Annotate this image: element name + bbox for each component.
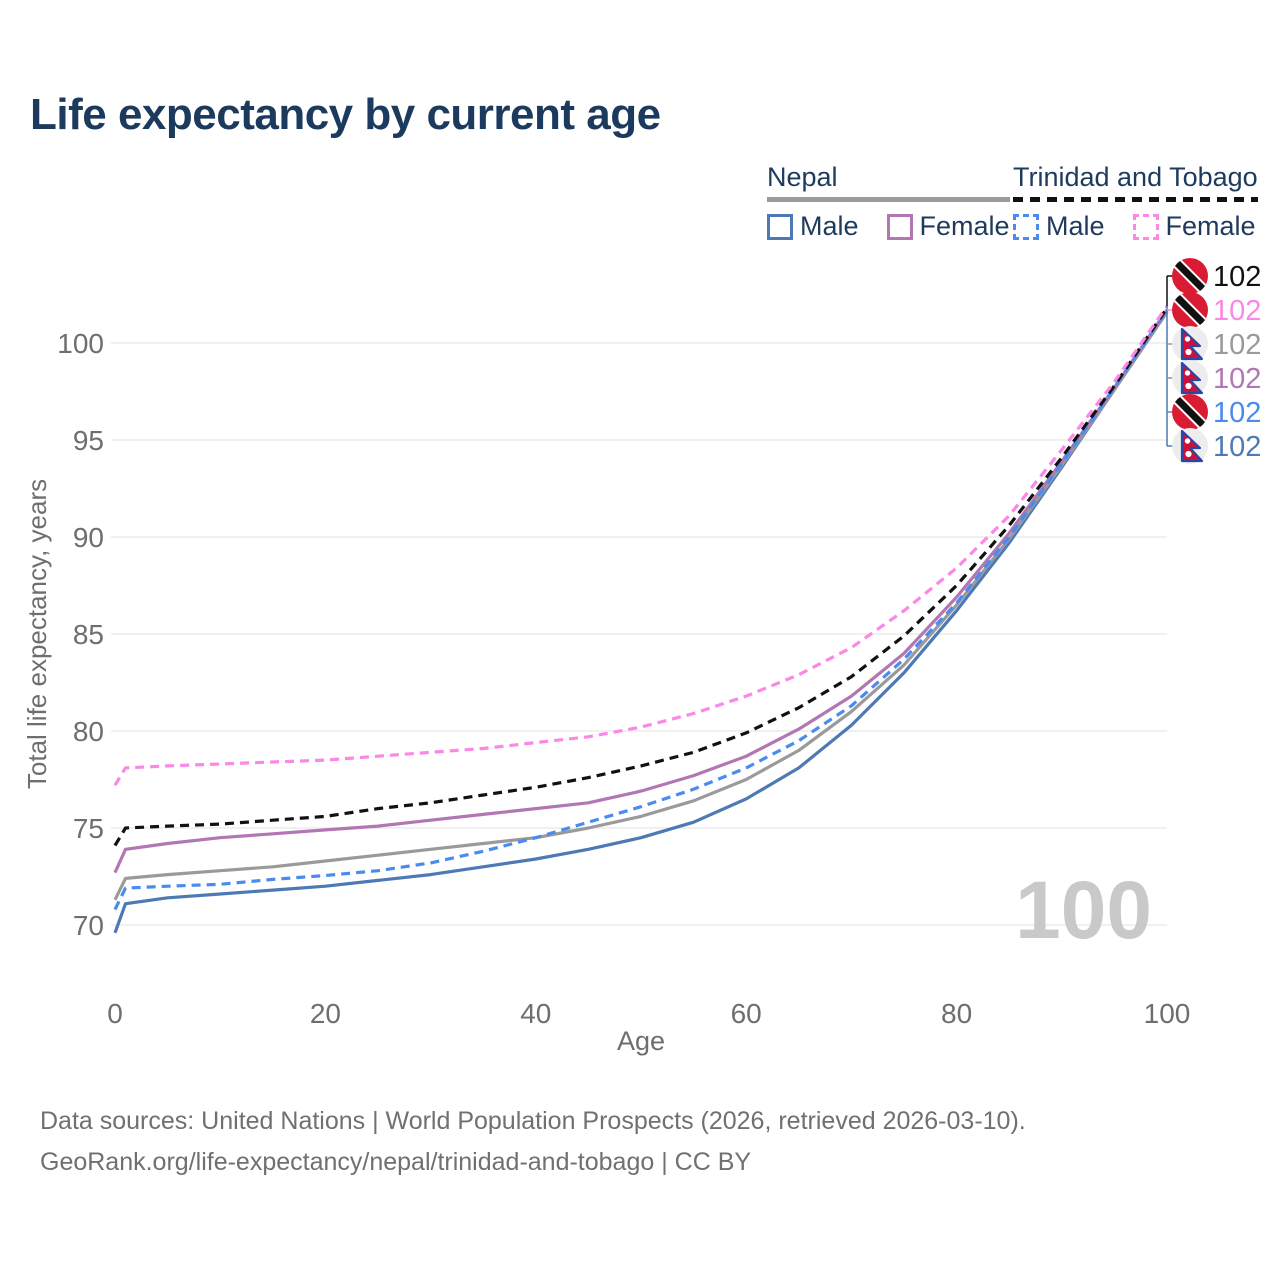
y-tick-label: 75 <box>73 813 104 844</box>
x-tick-label: 60 <box>731 998 762 1029</box>
legend-item-label: Female <box>1165 211 1256 241</box>
footer-data-sources: Data sources: United Nations | World Pop… <box>40 1107 1026 1135</box>
legend-item-nepal-female[interactable]: Female <box>886 211 1010 242</box>
end-label-nepal-male: 102 <box>1213 431 1261 463</box>
legend-item-tt-male[interactable]: Male <box>1013 211 1105 242</box>
x-tick-label: 80 <box>941 998 972 1029</box>
series-line-tt-all[interactable] <box>113 307 1169 847</box>
legend-group-nepal: Nepal Male Female <box>767 162 1010 242</box>
chart-title: Life expectancy by current age <box>30 90 661 139</box>
end-label-nepal-all: 102 <box>1213 329 1261 361</box>
y-axis-title: Total life expectancy, years <box>22 479 52 789</box>
legend-swatch-nepal-male <box>767 213 793 240</box>
y-tick-label: 95 <box>73 425 104 456</box>
legend-country-nepal[interactable]: Nepal <box>767 162 1010 202</box>
end-label-nepal-female: 102 <box>1213 363 1261 395</box>
y-tick-label: 70 <box>73 910 104 941</box>
end-label-tt-male: 102 <box>1213 397 1261 429</box>
series-line-tt-female[interactable] <box>113 305 1169 787</box>
series-line-nepal-all[interactable] <box>113 311 1169 901</box>
y-tick-label: 100 <box>57 328 104 359</box>
legend-group-trinidad-and-tobago: Trinidad and Tobago Male Female <box>1013 162 1258 242</box>
legend-swatch-nepal-female <box>886 213 913 240</box>
footer: Data sources: United Nations | World Pop… <box>40 1101 1026 1183</box>
legend-country-label-trinidad-and-tobago: Trinidad and Tobago <box>1013 162 1258 192</box>
end-label-tt-female: 102 <box>1213 295 1261 327</box>
flag-icon-trinidad-and-tobago <box>1172 292 1208 328</box>
legend-item-label: Female <box>919 211 1010 241</box>
age-watermark: 100 <box>1015 865 1152 956</box>
legend-country-trinidad-and-tobago[interactable]: Trinidad and Tobago <box>1013 162 1258 202</box>
end-label-tt-all: 102 <box>1213 261 1261 293</box>
legend-swatch-tt-male <box>1013 213 1039 240</box>
y-tick-label: 80 <box>73 716 104 747</box>
y-tick-label: 85 <box>73 619 104 650</box>
legend-country-label-nepal: Nepal <box>767 162 838 192</box>
legend-items-nepal: Male Female <box>767 211 1010 242</box>
flag-icon-nepal <box>1172 360 1208 396</box>
legend-item-label: Male <box>1046 211 1105 241</box>
flag-icon-nepal <box>1172 326 1208 362</box>
x-axis-title: Age <box>617 1026 665 1056</box>
legend-swatch-tt-female <box>1132 213 1159 240</box>
flag-icon-nepal <box>1172 428 1208 464</box>
legend-item-nepal-male[interactable]: Male <box>767 211 859 242</box>
y-tick-label: 90 <box>73 522 104 553</box>
flag-icon-trinidad-and-tobago <box>1172 258 1208 294</box>
x-tick-label: 100 <box>1144 998 1191 1029</box>
legend-item-label: Male <box>800 211 859 241</box>
x-tick-label: 20 <box>310 998 341 1029</box>
x-tick-label: 0 <box>107 998 123 1029</box>
x-tick-label: 40 <box>520 998 551 1029</box>
footer-attribution: GeoRank.org/life-expectancy/nepal/trinid… <box>40 1148 752 1176</box>
series-line-nepal-male[interactable] <box>113 311 1169 934</box>
legend-underline-dashed <box>1013 197 1258 202</box>
legend-item-tt-female[interactable]: Female <box>1132 211 1256 242</box>
legend-items-trinidad-and-tobago: Male Female <box>1013 211 1258 242</box>
flag-icon-trinidad-and-tobago <box>1172 394 1208 430</box>
series-line-nepal-female[interactable] <box>113 309 1169 874</box>
legend-underline-solid <box>767 197 1010 202</box>
